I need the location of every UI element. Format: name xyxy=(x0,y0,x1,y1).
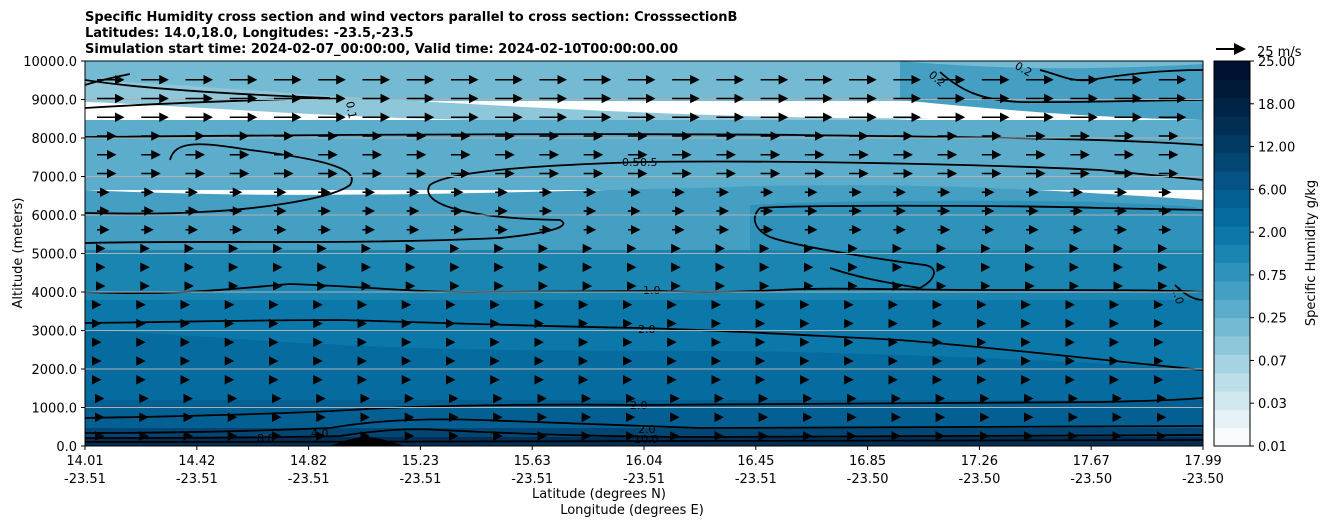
band-mid-blob xyxy=(750,200,1203,260)
x-tick-label-lon: -23.51 xyxy=(176,472,218,487)
x-tick-label-lon: -23.51 xyxy=(288,472,330,487)
colorbar-frame xyxy=(1213,60,1251,447)
x-axis-label-lon: Longitude (degrees E) xyxy=(560,503,704,518)
colorbar-ticks: 0.01 0.03 0.07 0.25 0.75 2.00 6.00 12.00 18.00 25… xyxy=(1250,55,1295,455)
colorbar-swatch xyxy=(1214,207,1250,227)
colorbar-swatch xyxy=(1214,244,1250,264)
colorbar-tick-label: 0.01 xyxy=(1258,440,1287,455)
band-right-top xyxy=(900,61,1203,120)
colorbar-swatch xyxy=(1214,354,1250,374)
x-tick-label-lon: -23.51 xyxy=(64,472,106,487)
x-tick-label-lat: 14.82 xyxy=(290,454,327,469)
colorbar-swatch xyxy=(1214,116,1250,135)
x-tick-label-lat: 17.99 xyxy=(1184,454,1221,469)
colorbar-tick-label: 0.25 xyxy=(1258,312,1287,327)
contour-label: 0.5 xyxy=(640,156,658,169)
x-tick-label-lat: 17.67 xyxy=(1073,454,1110,469)
colorbar-tick-label: 12.00 xyxy=(1258,141,1295,156)
colorbar-tick-label: 0.03 xyxy=(1258,397,1287,412)
x-tick-label-lat: 16.45 xyxy=(737,454,774,469)
colorbar-tick-label: 18.00 xyxy=(1258,98,1295,113)
colorbar-swatch xyxy=(1214,409,1250,429)
y-tick-label: 2000.0 xyxy=(32,363,78,378)
contour-label: 10.0 xyxy=(634,433,659,446)
y-tick-label: 3000.0 xyxy=(32,325,78,340)
colorbar-swatch xyxy=(1214,171,1250,190)
colorbar-swatch xyxy=(1214,299,1250,319)
y-axis-ticks: 0.0 1000.0 2000.0 3000.0 4000.0 5000.0 6000.0 7… xyxy=(23,55,85,455)
x-tick-label-lat: 15.63 xyxy=(514,454,551,469)
y-axis-label: Altitude (meters) xyxy=(11,198,26,309)
colorbar-tick-label: 0.07 xyxy=(1258,354,1287,369)
contour-label: 1.0 xyxy=(1169,285,1186,305)
x-tick-label-lat: 17.26 xyxy=(961,454,998,469)
y-tick-label: 9000.0 xyxy=(32,94,78,109)
y-tick-label: 0.0 xyxy=(56,440,77,455)
y-tick-label: 7000.0 xyxy=(32,171,78,186)
contour-0.5-c xyxy=(85,143,353,215)
contour-1.0 xyxy=(85,283,1203,294)
x-axis-ticks: 14.01 -23.51 14.42 -23.51 14.82 -23.51 15.23 -2… xyxy=(64,446,1224,487)
x-tick-label-lon: -23.50 xyxy=(1182,472,1224,487)
contour-label: 0.5 xyxy=(622,156,640,169)
colorbar-tick-label: 2.00 xyxy=(1258,226,1287,241)
colorbar-swatch xyxy=(1214,336,1250,355)
colorbar-tick-label: 0.75 xyxy=(1258,269,1287,284)
contour-label: 8.0 xyxy=(257,432,275,445)
y-tick-label: 8000.0 xyxy=(32,132,78,147)
x-tick-label-lon: -23.51 xyxy=(735,472,777,487)
contour-0.2-b xyxy=(939,71,1203,104)
colorbar-swatch xyxy=(1214,281,1250,300)
colorbar-swatch xyxy=(1214,134,1250,154)
colorbar-swatch xyxy=(1214,97,1250,117)
x-tick-label-lat: 14.01 xyxy=(66,454,103,469)
x-tick-label-lon: -23.50 xyxy=(958,472,1000,487)
colorbar-swatch xyxy=(1214,391,1250,410)
y-tick-label: 1000.0 xyxy=(32,402,78,417)
contour-label: 2.0 xyxy=(630,399,648,412)
contour-label: 1.0 xyxy=(643,284,661,297)
x-tick-label-lon: -23.50 xyxy=(847,472,889,487)
contour-label: 2.0 xyxy=(638,323,656,336)
contour-label: 2.0 xyxy=(638,423,656,436)
title-line-2: Latitudes: 14.0,18.0, Longitudes: -23.5,… xyxy=(85,26,414,41)
x-tick-label-lat: 16.85 xyxy=(849,454,886,469)
colorbar-swatch xyxy=(1214,152,1250,172)
colorbar-swatch xyxy=(1214,317,1250,337)
colorbar-swatch xyxy=(1214,226,1250,245)
x-tick-label-lat: 14.42 xyxy=(178,454,215,469)
y-tick-label: 4000.0 xyxy=(32,286,78,301)
x-tick-label-lon: -23.51 xyxy=(511,472,553,487)
colorbar-swatch xyxy=(1214,262,1250,282)
x-tick-label-lat: 15.23 xyxy=(402,454,439,469)
colorbar-swatch xyxy=(1214,79,1250,99)
colorbar-swatch xyxy=(1214,189,1250,209)
colorbar-swatch xyxy=(1214,372,1250,392)
contour-1.0-right xyxy=(1174,284,1203,301)
y-tick-label: 6000.0 xyxy=(32,209,78,224)
colorbar-tick-label: 25.00 xyxy=(1258,55,1295,70)
wind-vectors xyxy=(92,74,1187,441)
contour-label: 0.1 xyxy=(343,100,359,119)
colorbar-tick-label: 6.00 xyxy=(1258,183,1287,198)
title-line-3: Simulation start time: 2024-02-07_00:00:… xyxy=(85,42,678,57)
colorbar xyxy=(1214,61,1250,447)
x-tick-label-lon: -23.51 xyxy=(623,472,665,487)
x-tick-label-lon: -23.51 xyxy=(399,472,441,487)
title-line-1: Specific Humidity cross section and wind… xyxy=(85,10,737,25)
contour-0.2-a xyxy=(85,73,131,86)
colorbar-swatch xyxy=(1214,61,1250,80)
x-axis-label-lat: Latitude (degrees N) xyxy=(532,487,666,502)
contour-label: 4.0 xyxy=(311,427,329,440)
y-tick-label: 10000.0 xyxy=(23,55,77,70)
colorbar-label: Specific Humidity g/kg xyxy=(1304,180,1319,326)
x-tick-label-lon: -23.50 xyxy=(1070,472,1112,487)
colorbar-swatch xyxy=(1214,427,1250,447)
wind-key-label: 25 m/s xyxy=(1257,45,1302,60)
x-tick-label-lat: 16.04 xyxy=(625,454,662,469)
contour-4.0 xyxy=(85,418,1203,434)
y-tick-label: 5000.0 xyxy=(32,248,78,263)
contour-0.5-b xyxy=(85,160,1203,244)
